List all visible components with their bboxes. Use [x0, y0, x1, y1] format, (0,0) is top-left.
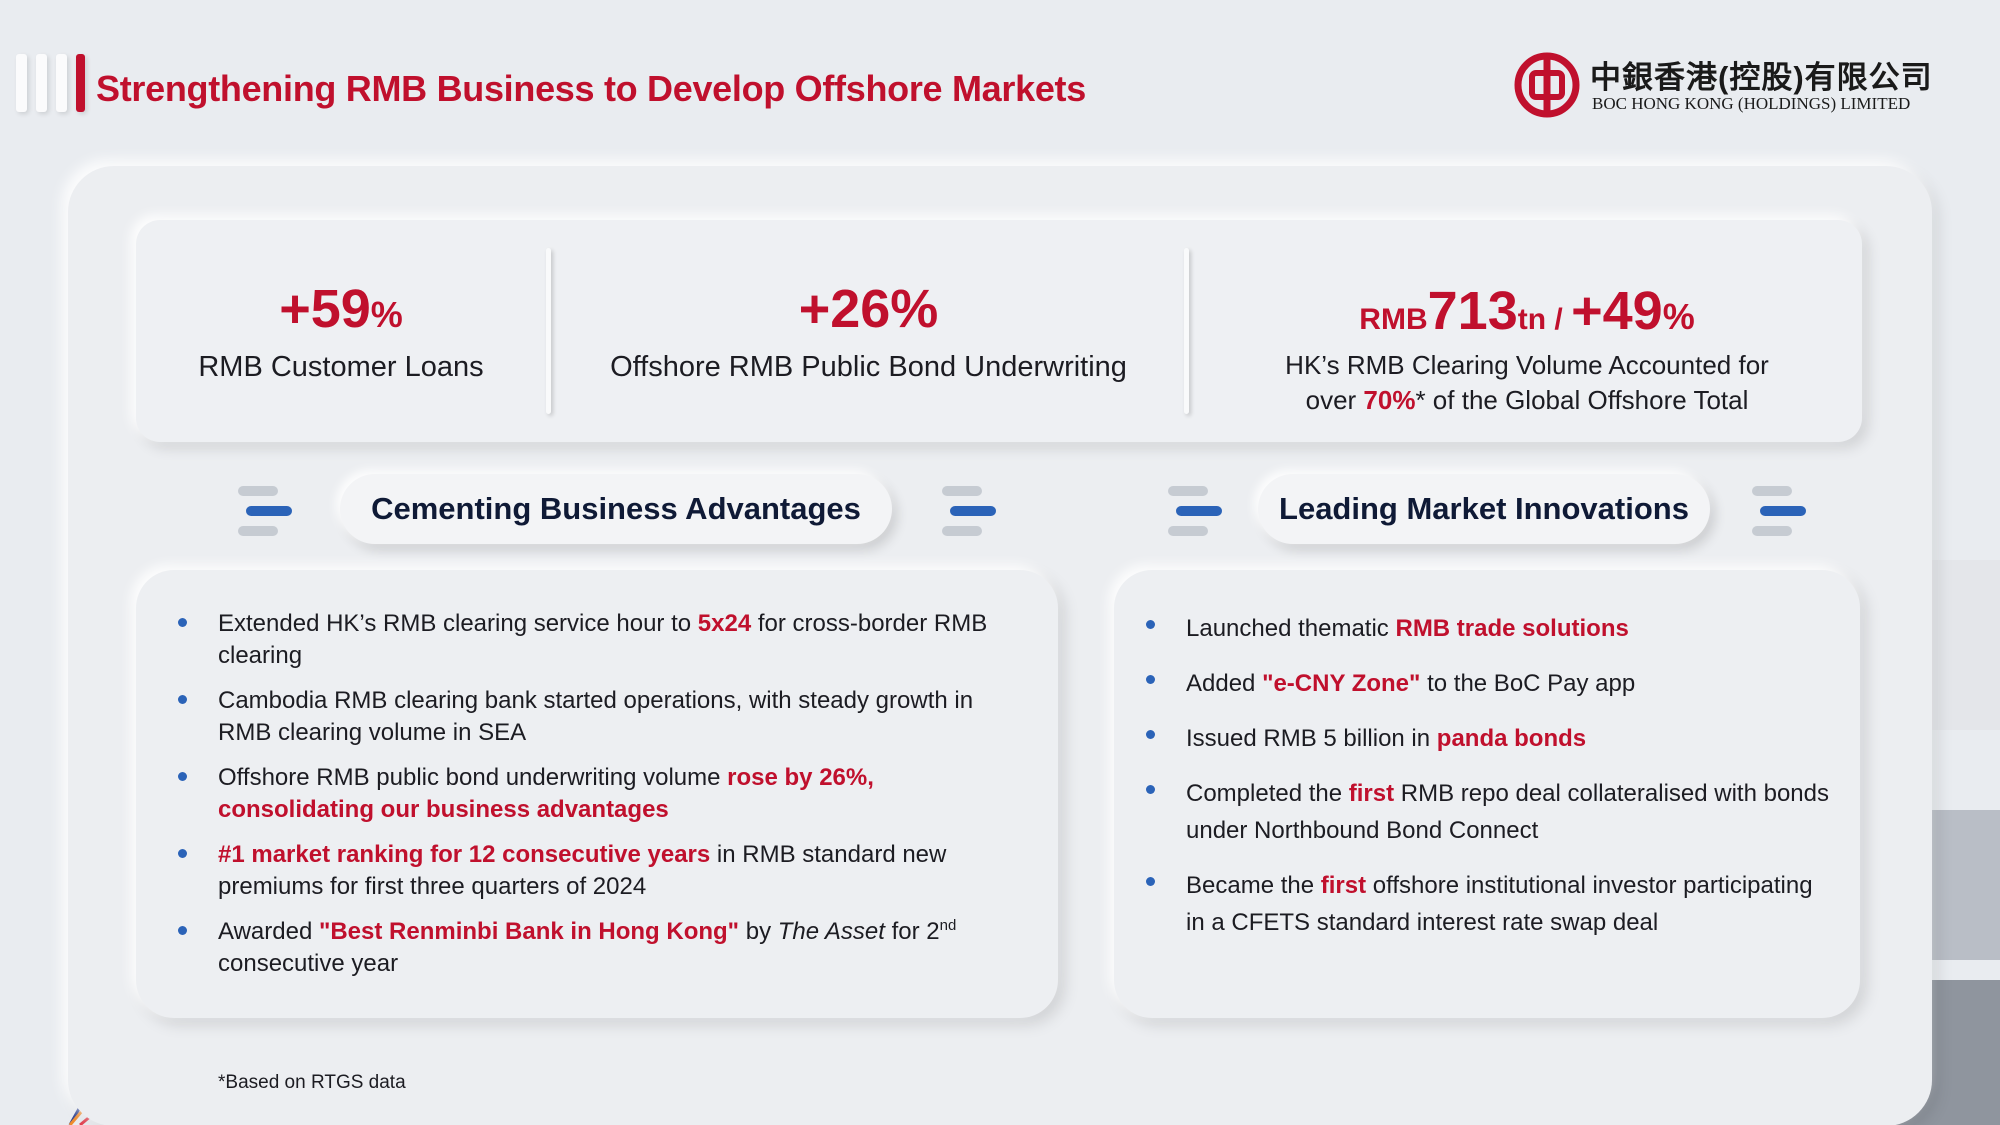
- market-innovations-card: Launched thematic RMB trade solutions Ad…: [1114, 570, 1860, 1018]
- key-figures-card: +59% RMB Customer Loans +26% Offshore RM…: [136, 220, 1862, 442]
- section-title-business-advantages: Cementing Business Advantages: [340, 474, 892, 544]
- logo-english-name: BOC HONG KONG (HOLDINGS) LIMITED: [1592, 94, 1911, 113]
- list-item: #1 market ranking for 12 consecutive yea…: [178, 839, 1018, 903]
- section-deco-left-2: [938, 482, 1000, 542]
- stat-unit-2: %: [1662, 296, 1695, 337]
- stat-suffix: tn: [1517, 303, 1547, 336]
- list-item: Offshore RMB public bond underwriting vo…: [178, 762, 1018, 826]
- stat-customer-loans: +59% RMB Customer Loans: [136, 220, 546, 442]
- stat-value-2: +49: [1571, 281, 1663, 341]
- section-deco-right-1: [1164, 482, 1226, 542]
- stat-unit: %: [370, 294, 403, 335]
- section-deco-right-2: [1748, 482, 1810, 542]
- list-item: Became the first offshore institutional …: [1146, 867, 1836, 941]
- stat-value: +59: [279, 279, 371, 339]
- stats-divider: [546, 248, 551, 414]
- stat-label: HK’s RMB Clearing Volume Accounted for o…: [1192, 348, 1862, 418]
- stat-bond-underwriting: +26% Offshore RMB Public Bond Underwriti…: [551, 220, 1186, 442]
- section-deco-left-1: [234, 482, 296, 542]
- business-advantages-list: Extended HK’s RMB clearing service hour …: [178, 608, 1018, 993]
- stat-separator: /: [1546, 303, 1572, 336]
- business-advantages-card: Extended HK’s RMB clearing service hour …: [136, 570, 1058, 1018]
- list-item: Extended HK’s RMB clearing service hour …: [178, 608, 1018, 672]
- list-item: Completed the first RMB repo deal collat…: [1146, 775, 1836, 849]
- list-item: Launched thematic RMB trade solutions: [1146, 610, 1836, 647]
- title-decoration: [16, 54, 85, 112]
- list-item: Issued RMB 5 billion in panda bonds: [1146, 720, 1836, 757]
- stat-label-highlight: 70%: [1363, 384, 1416, 415]
- stat-label-line1: HK’s RMB Clearing Volume Accounted for: [1285, 350, 1769, 380]
- stat-label-line2-post: * of the Global Offshore Total: [1415, 384, 1749, 415]
- stat-prefix: RMB: [1359, 303, 1428, 336]
- stat-label: Offshore RMB Public Bond Underwriting: [610, 351, 1127, 383]
- stat-clearing-volume: RMB713tn / +49% HK’s RMB Clearing Volume…: [1192, 220, 1862, 442]
- list-item: Added "e-CNY Zone" to the BoC Pay app: [1146, 665, 1836, 702]
- footnote: *Based on RTGS data: [218, 1072, 406, 1093]
- stat-label-line2-pre: over: [1305, 384, 1364, 415]
- section-title-market-innovations: Leading Market Innovations: [1258, 474, 1710, 544]
- page-title: Strengthening RMB Business to Develop Of…: [96, 68, 1086, 109]
- stats-divider: [1184, 248, 1189, 414]
- boc-logo-icon: [1514, 52, 1580, 118]
- list-item: Awarded "Best Renminbi Bank in Hong Kong…: [178, 916, 1018, 980]
- market-innovations-list: Launched thematic RMB trade solutions Ad…: [1146, 610, 1836, 959]
- company-logo: 中銀香港(控股)有限公司 BOC HONG KONG (HOLDINGS) LI…: [1514, 50, 1954, 120]
- stat-value: +26%: [798, 279, 939, 339]
- logo-chinese-name: 中銀香港(控股)有限公司: [1590, 60, 1933, 95]
- list-item: Cambodia RMB clearing bank started opera…: [178, 685, 1018, 749]
- stat-value: 713: [1427, 281, 1518, 341]
- stat-label: RMB Customer Loans: [198, 351, 484, 383]
